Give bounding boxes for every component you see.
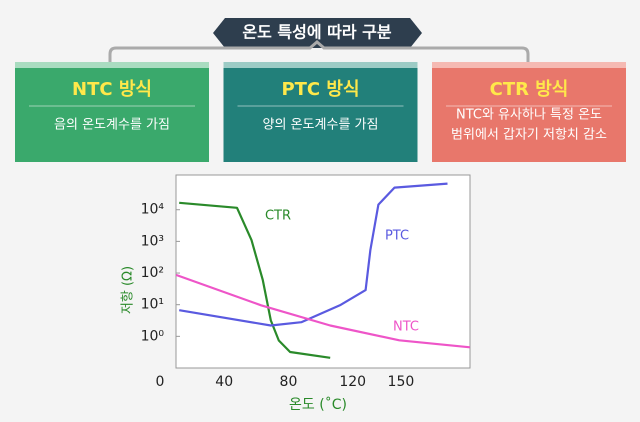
x-tick-label: 80 [280, 374, 298, 390]
line [179, 201, 331, 359]
box-text: NTC와 유사하나 특정 온도 [456, 108, 602, 123]
series-label: CTR [265, 209, 291, 224]
box-strip [223, 62, 418, 68]
box-title: PTC 방식 [281, 79, 359, 100]
plot-area [175, 174, 471, 369]
box [223, 62, 418, 162]
chart: 10⁴ 10³ 10² 10¹ 10⁰ 0 40 80 120 150 온도 (˚C) 저항 (Ω) C… [121, 182, 471, 413]
series-label: PTC [385, 229, 409, 244]
line [179, 182, 448, 327]
box-strip [432, 62, 626, 68]
header-title: 온도 특성에 따라 구분 [242, 23, 391, 42]
x-tick-label: 150 [388, 374, 415, 390]
y-tick-label: 10² [141, 265, 164, 281]
box-strip [15, 62, 209, 68]
series-label: NTC [393, 320, 419, 335]
box [432, 62, 626, 162]
box [15, 62, 209, 162]
y-axis-label: 저항 (Ω) [121, 266, 136, 314]
box-text: 양의 온도계수를 가짐 [263, 118, 379, 133]
y-tick-label: 10⁰ [141, 328, 165, 344]
box-text: 범위에서 갑자기 저항치 감소 [451, 128, 607, 143]
x-tick-label: 40 [215, 374, 233, 390]
y-tick-label: 10³ [141, 233, 164, 249]
x-tick-label: 120 [339, 374, 366, 390]
y-tick-label: 10⁴ [141, 202, 165, 218]
box-title: CTR 방식 [490, 79, 569, 100]
brace [108, 40, 530, 62]
header-banner [213, 18, 422, 48]
line [175, 273, 471, 349]
box-title: NTC 방식 [72, 79, 152, 100]
x-tick-label: 0 [155, 374, 164, 390]
x-axis-label: 온도 (˚C) [289, 396, 347, 413]
y-tick-label: 10¹ [141, 297, 164, 313]
box-text: 음의 온도계수를 가짐 [54, 118, 170, 133]
